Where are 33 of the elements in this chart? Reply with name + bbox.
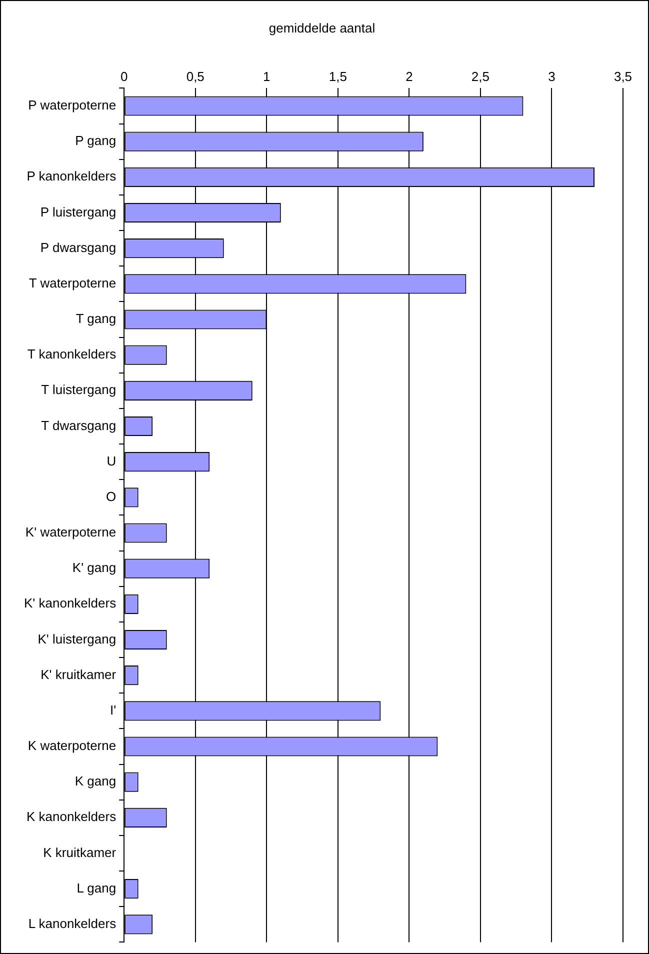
x-tick-label: 2 (406, 68, 413, 84)
y-tick-label: K' waterpoterne (25, 524, 116, 540)
y-tick-label: K' kanonkelders (24, 596, 117, 611)
chart-title: gemiddelde aantal (268, 20, 376, 36)
y-tick-label: T dwarsgang (41, 418, 116, 433)
y-tick-label: T waterpoterne (28, 275, 116, 290)
x-tick-label: 0 (120, 68, 128, 84)
y-tick-label: T luistergang (41, 382, 116, 398)
y-tick-label: K gang (74, 774, 116, 789)
y-tick-label: I' (110, 702, 116, 718)
y-tick-label: P waterpoterne (28, 98, 116, 113)
y-tick-label: L kanonkelders (28, 916, 117, 931)
x-tick-label: 3 (548, 68, 556, 84)
y-tick-label: P dwarsgang (40, 240, 116, 255)
x-tick-label: 3,5 (614, 68, 632, 84)
y-tick-label: T kanonkelders (27, 346, 117, 362)
x-tick-label: 1 (263, 68, 270, 84)
y-tick-label: K kanonkelders (26, 809, 117, 824)
y-tick-label: K' gang (72, 560, 116, 576)
y-tick-label: U (106, 453, 116, 468)
x-tick-label: 1,5 (328, 68, 347, 84)
y-tick-label: P gang (75, 133, 116, 148)
y-tick-label: P kanonkelders (26, 168, 117, 184)
y-tick-label: O (106, 488, 116, 504)
y-tick-label: L gang (76, 880, 116, 896)
x-tick-label: 0,5 (186, 68, 204, 84)
x-tick-label: 2,5 (471, 68, 490, 84)
y-tick-label: K kruitkamer (43, 844, 117, 860)
y-tick-label: K waterpoterne (28, 738, 116, 754)
y-tick-label: K' luistergang (38, 631, 116, 646)
y-tick-label: K' kruitkamer (40, 666, 117, 682)
y-tick-label: T gang (76, 311, 116, 326)
y-tick-label: P luistergang (40, 204, 116, 220)
